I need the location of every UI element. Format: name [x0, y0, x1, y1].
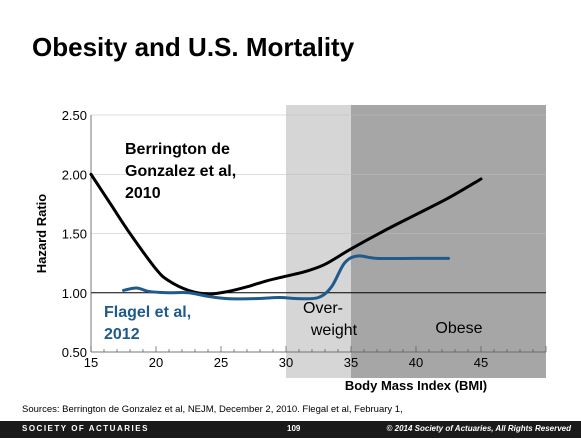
y-tick-label: 2.50 [62, 108, 87, 123]
y-tick-label: 1.00 [62, 286, 87, 301]
series-label-berrington: Berrington de [125, 141, 230, 158]
y-axis-title: Hazard Ratio [34, 194, 49, 274]
sources-note: Sources: Berrington de Gonzalez et al, N… [22, 404, 403, 415]
footer-bar: SOCIETY OF ACTUARIES 109 © 2014 Society … [0, 421, 581, 438]
x-tick-label: 30 [279, 355, 293, 370]
x-tick-label: 25 [214, 355, 228, 370]
region-overweight [286, 105, 351, 378]
x-tick-label: 15 [84, 355, 98, 370]
series-label-flagel: Flagel et al, [104, 304, 191, 321]
region-label-overweight: weight [310, 322, 358, 339]
series-label-berrington: 2010 [125, 185, 161, 202]
axes-layer: 0.50 1.00 1.50 2.00 2.50 15 20 25 30 35 40 45 Body M… [34, 108, 547, 393]
copyright: © 2014 Society of Actuaries, All Rights … [386, 424, 571, 433]
region-label-obese: Obese [435, 320, 482, 337]
y-tick-label: 0.50 [62, 345, 87, 360]
y-tick-label: 1.50 [62, 227, 87, 242]
page-number: 109 [287, 424, 301, 433]
x-tick-label: 35 [344, 355, 358, 370]
series-line-flagel [122, 254, 450, 301]
x-axis-title: Body Mass Index (BMI) [345, 378, 487, 393]
series-label-flagel: 2012 [104, 326, 140, 343]
series-line-berrington [89, 172, 483, 296]
x-tick-label: 45 [474, 355, 488, 370]
footer-org: SOCIETY OF ACTUARIES [22, 424, 149, 433]
x-tick-label: 40 [409, 355, 423, 370]
x-tick-label: 20 [149, 355, 163, 370]
series-label-berrington: Gonzalez et al, [125, 163, 236, 180]
region-obese [351, 105, 546, 378]
region-label-overweight: Over- [303, 300, 343, 317]
y-tick-label: 2.00 [62, 167, 87, 182]
labels-layer: Berrington de Gonzalez et al, 2010 Flagel e… [104, 141, 483, 343]
series-layer [89, 172, 483, 301]
slide-title: Obesity and U.S. Mortality [32, 32, 355, 62]
region-shading-layer [286, 105, 546, 378]
